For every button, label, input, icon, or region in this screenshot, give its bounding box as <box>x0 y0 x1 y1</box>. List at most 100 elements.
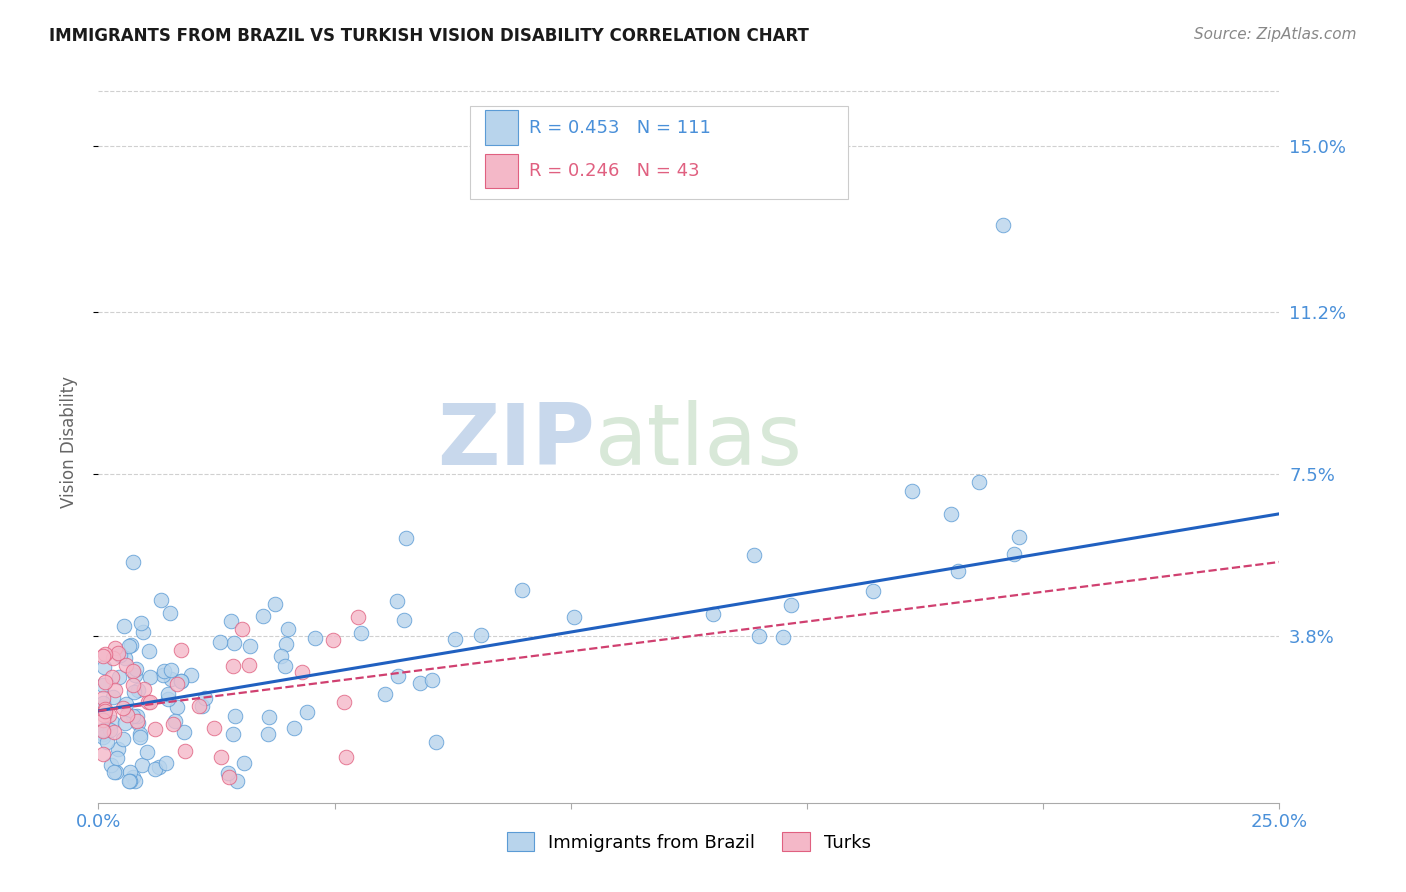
Point <box>270 648 292 663</box>
Text: atlas: atlas <box>595 400 803 483</box>
Point <box>221 614 243 628</box>
Text: R = 0.453   N = 111: R = 0.453 N = 111 <box>530 119 711 136</box>
Point <box>122 664 145 678</box>
Point <box>166 676 188 690</box>
Text: ZIP: ZIP <box>437 400 595 483</box>
Point <box>174 744 197 758</box>
Point <box>115 707 138 722</box>
Point <box>257 727 280 741</box>
Point <box>231 622 253 636</box>
Point <box>91 678 114 692</box>
Point <box>335 750 357 764</box>
Point <box>103 764 125 779</box>
Point <box>274 659 297 673</box>
Point <box>188 699 211 714</box>
Point <box>993 218 1015 232</box>
Point <box>98 723 121 737</box>
Point <box>969 475 991 489</box>
Point <box>239 639 262 653</box>
Point <box>121 708 143 723</box>
Point <box>218 770 240 784</box>
Bar <box>485 153 517 188</box>
Point <box>107 741 129 756</box>
Point <box>114 716 136 731</box>
Point <box>387 668 409 682</box>
Point <box>420 673 443 687</box>
Point <box>105 764 128 779</box>
Point <box>117 639 139 653</box>
Point <box>283 721 305 735</box>
Point <box>112 619 135 633</box>
Point <box>322 633 344 648</box>
Point <box>91 648 114 663</box>
Point <box>232 756 254 771</box>
Point <box>104 640 127 655</box>
Point <box>152 667 174 681</box>
Point <box>127 714 149 728</box>
Point <box>122 685 145 699</box>
Point <box>120 638 142 652</box>
Point <box>252 608 274 623</box>
Point <box>155 756 177 771</box>
Point <box>443 632 465 646</box>
Point <box>93 704 115 718</box>
Point <box>107 646 129 660</box>
Point <box>131 758 153 772</box>
Point <box>104 682 127 697</box>
Point <box>91 727 114 741</box>
Point <box>173 724 195 739</box>
Point <box>157 687 180 701</box>
Point <box>118 773 141 788</box>
Point <box>145 763 167 777</box>
Point <box>332 695 354 709</box>
Point <box>103 650 125 665</box>
Point <box>350 626 373 640</box>
Point <box>159 606 181 620</box>
Bar <box>485 111 517 145</box>
Point <box>224 709 246 723</box>
Point <box>125 662 148 676</box>
Point <box>163 714 186 728</box>
Point <box>114 650 136 665</box>
Point <box>209 749 232 764</box>
Point <box>121 770 143 784</box>
Point <box>238 658 260 673</box>
Point <box>946 564 969 578</box>
Point <box>291 665 314 679</box>
Point <box>91 714 114 728</box>
Point <box>152 664 174 678</box>
Point <box>150 593 173 607</box>
Point <box>862 583 884 598</box>
Point <box>510 583 533 598</box>
Point <box>98 708 121 723</box>
Point <box>748 629 770 643</box>
Point <box>129 615 152 630</box>
Point <box>170 643 193 657</box>
Point <box>118 773 141 788</box>
Point <box>194 690 217 705</box>
Point <box>96 735 118 749</box>
Point <box>91 696 114 710</box>
Point <box>157 692 180 706</box>
Point <box>135 745 157 759</box>
Point <box>1002 547 1025 561</box>
Point <box>772 630 794 644</box>
Point <box>208 635 231 649</box>
Point <box>93 660 115 674</box>
Point <box>901 483 924 498</box>
Point <box>114 698 136 712</box>
Point <box>162 717 184 731</box>
Point <box>202 721 225 735</box>
Point <box>103 690 125 704</box>
Point <box>125 708 148 723</box>
Point <box>118 764 141 779</box>
Point <box>139 695 162 709</box>
Point <box>112 731 135 746</box>
Point <box>91 731 114 745</box>
Point <box>101 670 124 684</box>
Point <box>94 702 117 716</box>
Point <box>347 610 370 624</box>
Point <box>129 730 152 744</box>
Point <box>257 710 280 724</box>
Point <box>263 597 285 611</box>
